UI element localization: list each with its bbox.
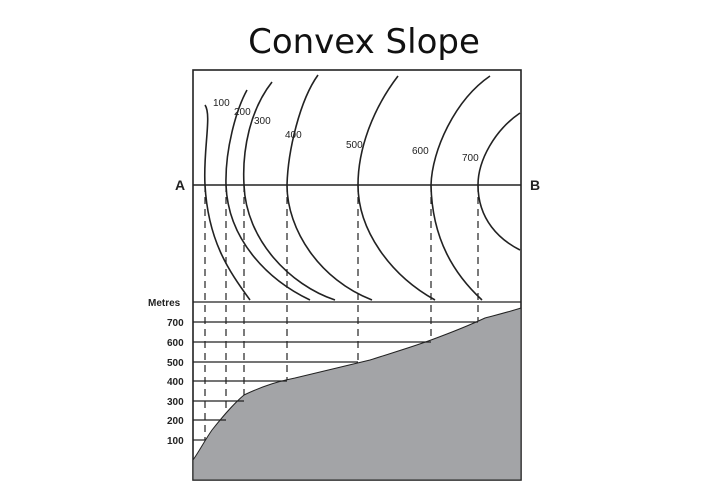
contour-label-200: 200 — [234, 107, 251, 118]
axis-tick-200: 200 — [167, 416, 184, 427]
contour-label-700: 700 — [462, 153, 479, 164]
axis-tick-100: 100 — [167, 436, 184, 447]
axis-title: Metres — [148, 298, 181, 309]
axis-tick-400: 400 — [167, 377, 184, 388]
axis-tick-500: 500 — [167, 358, 184, 369]
slide-title: Convex Slope — [248, 22, 480, 62]
contour-label-600: 600 — [412, 146, 429, 157]
projection-lines — [204, 185, 479, 440]
contour-500 — [357, 75, 436, 301]
contour-400 — [286, 74, 373, 301]
point-b-label: B — [530, 177, 540, 193]
contour-600 — [430, 75, 491, 301]
axis-tick-700: 700 — [167, 318, 184, 329]
contour-300 — [242, 81, 336, 301]
contour-label-400: 400 — [285, 130, 302, 141]
contour-700 — [477, 112, 521, 251]
axis-tick-300: 300 — [167, 397, 184, 408]
contour-label-100: 100 — [213, 98, 230, 109]
contour-label-500: 500 — [346, 140, 363, 151]
profile-height-lines — [193, 301, 521, 441]
contour-label-300: 300 — [254, 116, 271, 127]
axis-tick-600: 600 — [167, 338, 184, 349]
slope-profile — [192, 307, 522, 481]
contour-lines — [203, 74, 521, 301]
point-a-label: A — [175, 177, 185, 193]
